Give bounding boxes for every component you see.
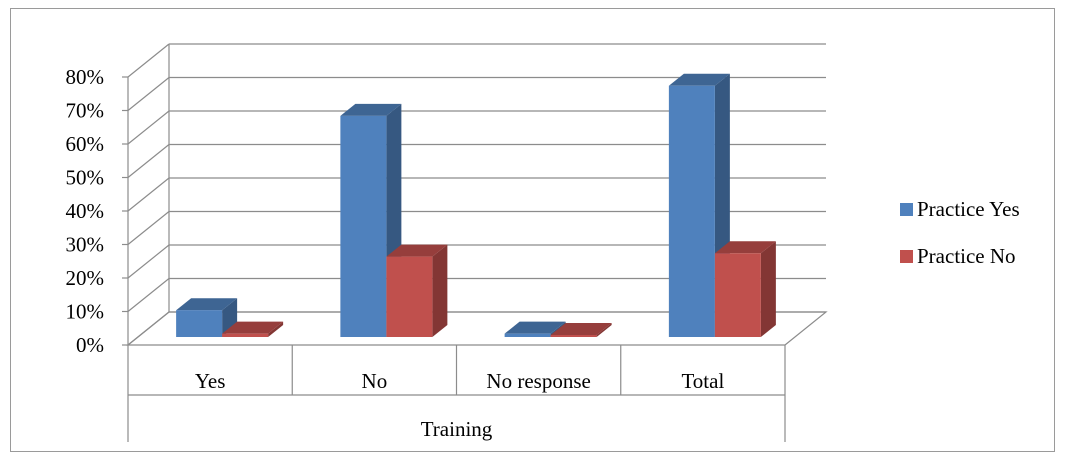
legend-swatch bbox=[900, 250, 913, 263]
bar-front bbox=[504, 333, 551, 337]
bar-front bbox=[176, 310, 223, 337]
gridline-side bbox=[127, 77, 170, 111]
x-axis-title: Training bbox=[421, 417, 493, 441]
bar-side bbox=[760, 241, 776, 337]
gridline-side bbox=[127, 244, 170, 279]
bar-practice-yes-no bbox=[340, 103, 402, 338]
legend-item-practice-no: Practice No bbox=[900, 244, 1016, 268]
category-label: No response bbox=[486, 369, 590, 393]
bar-practice-no-total bbox=[714, 241, 776, 337]
bar-front bbox=[714, 253, 761, 337]
bar-top bbox=[668, 73, 730, 86]
bar-front bbox=[340, 115, 387, 338]
bar-side bbox=[596, 323, 612, 337]
y-tick-label: 40% bbox=[66, 199, 105, 223]
bar-practice-no-yes bbox=[222, 321, 284, 337]
bar-top bbox=[714, 241, 776, 254]
gridline-side bbox=[127, 110, 170, 145]
bar-practice-yes-total bbox=[668, 73, 730, 337]
y-tick-label: 80% bbox=[66, 65, 105, 89]
y-tick-label: 20% bbox=[66, 266, 105, 290]
gridline-side bbox=[127, 211, 170, 245]
bar-front bbox=[668, 85, 715, 337]
floor bbox=[126, 311, 828, 346]
gridline-side bbox=[127, 144, 170, 178]
y-tick-label: 60% bbox=[66, 132, 105, 156]
y-tick-label: 10% bbox=[66, 300, 105, 324]
category-labels: Yes No No response Total bbox=[195, 369, 725, 393]
bar-practice-yes-yes bbox=[176, 298, 238, 337]
bar-front bbox=[386, 256, 433, 337]
category-label: No bbox=[362, 369, 388, 393]
bar-front bbox=[550, 335, 597, 337]
bar-front bbox=[222, 333, 269, 337]
y-tick-labels: 0% 10% 20% 30% 40% 50% 60% 70% 80% bbox=[66, 65, 128, 357]
category-label: Total bbox=[681, 369, 724, 393]
legend-label: Practice Yes bbox=[917, 197, 1020, 221]
legend-swatch bbox=[900, 203, 913, 216]
bar-top bbox=[222, 321, 284, 334]
bar-top bbox=[176, 298, 238, 311]
legend: Practice Yes Practice No bbox=[900, 197, 1020, 268]
y-tick-label: 0% bbox=[76, 333, 104, 357]
bar-top bbox=[550, 323, 612, 335]
y-tick-label: 50% bbox=[66, 166, 105, 190]
legend-item-practice-yes: Practice Yes bbox=[900, 197, 1020, 221]
bar-side bbox=[432, 244, 448, 337]
bar-top bbox=[504, 321, 566, 334]
y-tick-label: 70% bbox=[66, 99, 105, 123]
y-tick-label: 30% bbox=[66, 233, 105, 257]
bars bbox=[176, 73, 776, 338]
bar-practice-no-no-response bbox=[550, 323, 612, 337]
gridline-side bbox=[127, 43, 170, 78]
bar-side bbox=[268, 321, 284, 337]
gridline-side bbox=[127, 278, 170, 312]
legend-label: Practice No bbox=[917, 244, 1016, 268]
gridline-side bbox=[127, 177, 170, 212]
bar-top bbox=[386, 244, 448, 257]
category-label: Yes bbox=[195, 369, 226, 393]
bar-top bbox=[340, 103, 402, 116]
bar-practice-no-no bbox=[386, 244, 448, 337]
